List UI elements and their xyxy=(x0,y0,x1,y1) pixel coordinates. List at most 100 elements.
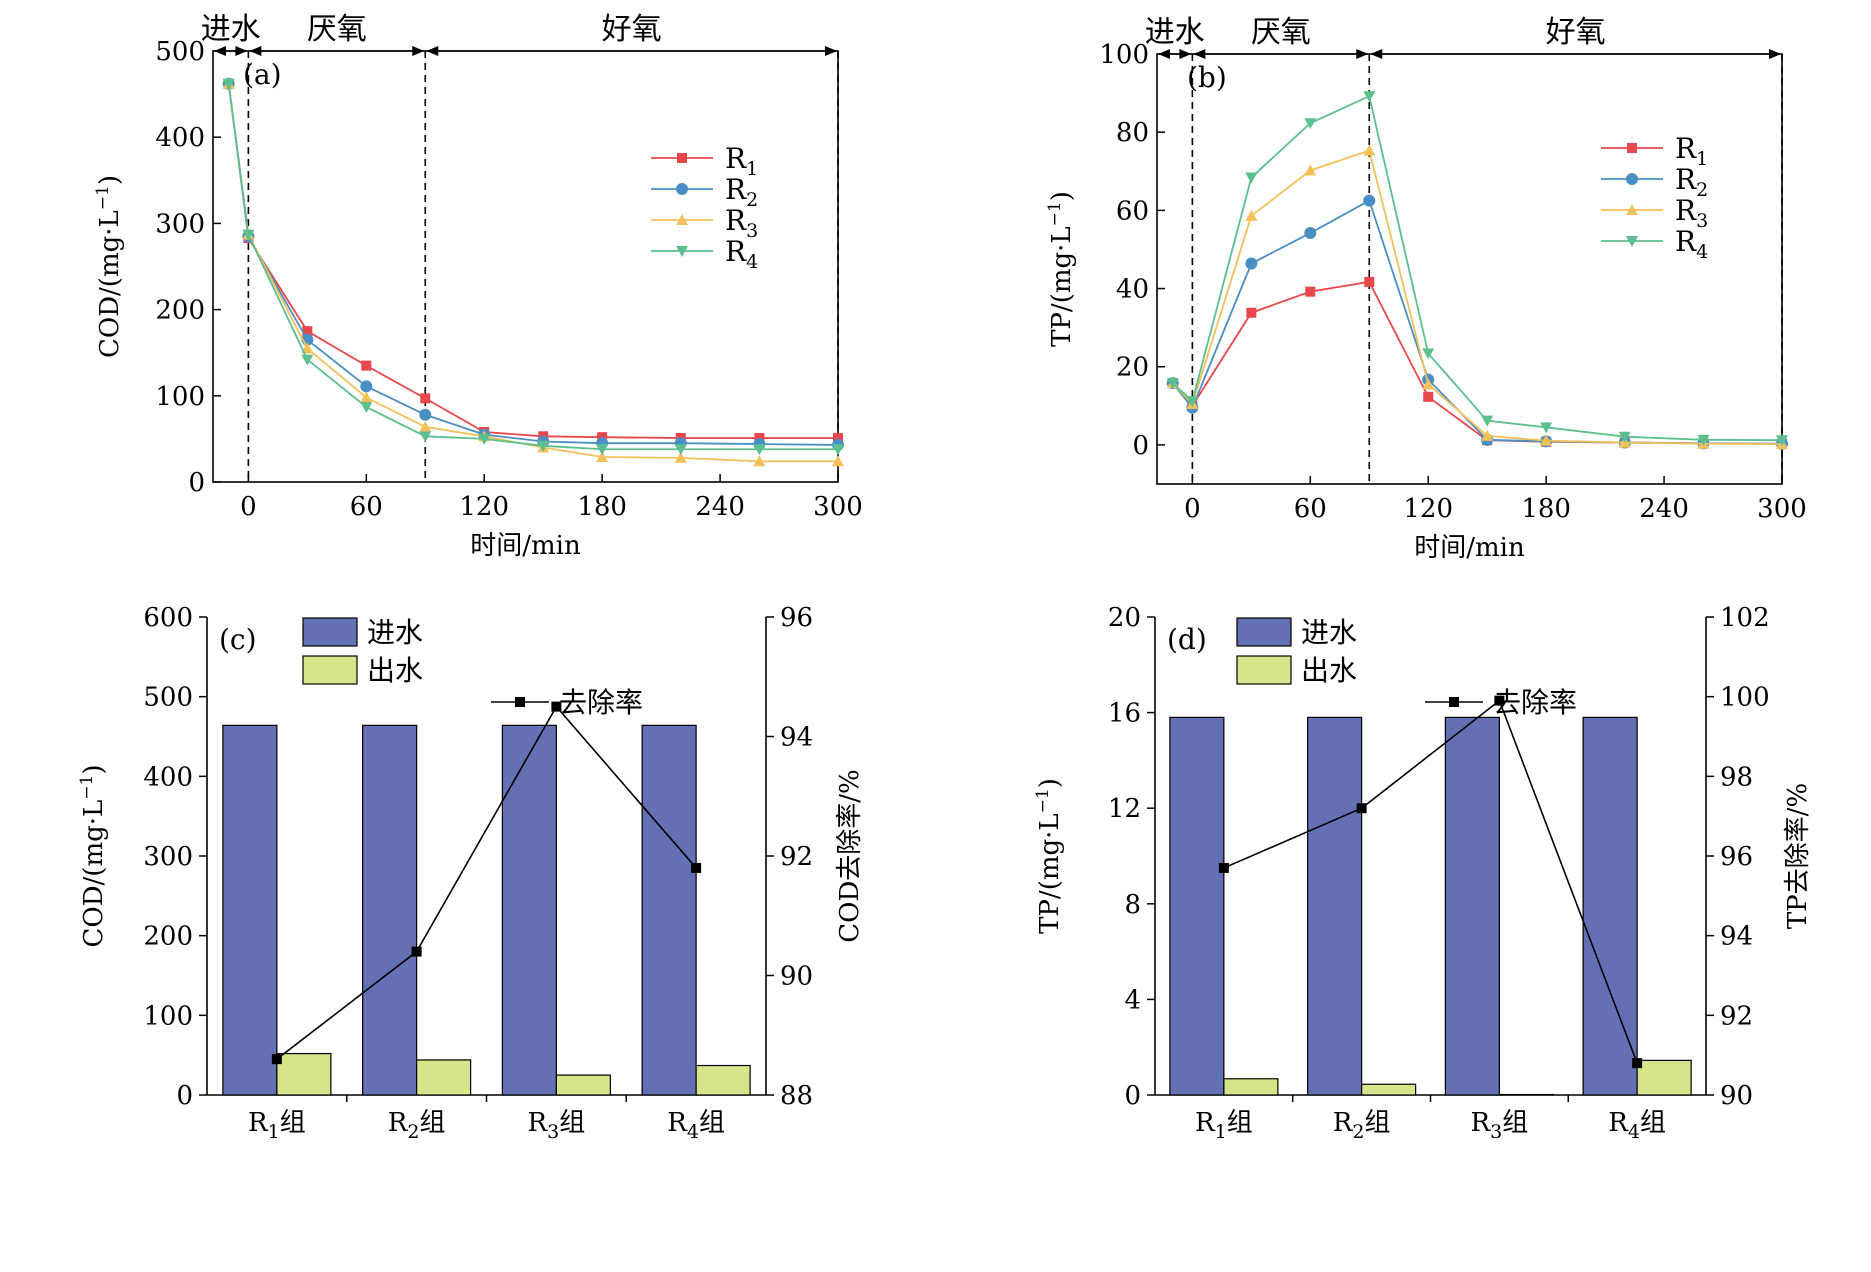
y-tick-label: 500 xyxy=(143,683,193,713)
y2-tick-label: 92 xyxy=(780,842,813,872)
y-tick-label: 12 xyxy=(1108,794,1141,824)
y2-tick-label: 94 xyxy=(1720,922,1753,952)
y-axis-title: TP/(mg·L−1) xyxy=(1033,778,1065,934)
chart-c: 0 100 200 300 400 500 600 88 90 92 94 96 R1组 R2组 R3组 R4… xyxy=(77,603,865,1143)
legend-swatch xyxy=(1237,618,1291,646)
y-tick-label: 8 xyxy=(1124,890,1141,920)
chart-a: 01002003004005000 60 120 180 240 300进水 厌氧 好氧(a)… xyxy=(93,12,863,561)
chart-d: 0 4 8 12 16 20 90 92 94 96 98 100 102 R1组 R2组 R3组 R4组 (d)… xyxy=(1033,603,1813,1143)
phase-arrowhead xyxy=(412,46,424,56)
panel-label: (a) xyxy=(243,58,282,91)
removal-rate-point xyxy=(691,863,701,873)
y-tick-label: 4 xyxy=(1124,985,1141,1015)
y-tick-label: 60 xyxy=(1116,196,1149,226)
y2-axis-title: COD去除率/% xyxy=(835,769,865,943)
panel-label: (d) xyxy=(1167,623,1207,656)
panel-label: (b) xyxy=(1187,61,1227,94)
phase-label: 厌氧 xyxy=(307,12,367,47)
legend-swatch xyxy=(303,656,357,684)
data-point-R1 xyxy=(1246,308,1256,318)
y-axis-title: COD/(mg·L−1) xyxy=(77,764,109,947)
phase-label: 好氧 xyxy=(602,12,662,47)
removal-rate-line xyxy=(277,707,696,1060)
y-tick-label: 20 xyxy=(1116,353,1149,383)
legend-marker xyxy=(677,153,687,163)
bar-influent xyxy=(363,725,417,1095)
phase-arrowhead xyxy=(1179,49,1191,59)
y2-tick-label: 90 xyxy=(1720,1081,1753,1111)
data-point-R1 xyxy=(420,393,430,403)
legend-swatch xyxy=(303,618,357,646)
bar-influent xyxy=(502,725,556,1095)
legend-label: 去除率 xyxy=(1493,686,1577,719)
y-tick-label: 500 xyxy=(155,37,205,67)
y2-tick-label: 100 xyxy=(1720,683,1770,713)
x-tick-label: 180 xyxy=(1521,494,1571,524)
y2-tick-label: 102 xyxy=(1720,603,1770,633)
y-axis-title: TP/(mg·L−1) xyxy=(1045,191,1077,347)
bar-influent xyxy=(642,725,696,1095)
legend-swatch xyxy=(1237,656,1291,684)
y2-tick-label: 92 xyxy=(1720,1001,1753,1031)
y2-tick-label: 88 xyxy=(780,1081,813,1111)
x-tick-label: R1组 xyxy=(1195,1108,1253,1143)
x-tick-label: R3组 xyxy=(528,1108,586,1143)
y-tick-label: 400 xyxy=(143,762,193,792)
data-point-R2 xyxy=(1245,258,1257,270)
y-tick-label: 20 xyxy=(1108,603,1141,633)
y-tick-label: 600 xyxy=(143,603,193,633)
x-tick-label: R4组 xyxy=(667,1108,725,1143)
y-tick-label: 100 xyxy=(143,1001,193,1031)
y-tick-label: 100 xyxy=(1099,40,1149,70)
x-tick-label: R1组 xyxy=(248,1108,306,1143)
bar-effluent xyxy=(1362,1084,1416,1095)
x-axis-title: 时间/min xyxy=(470,531,581,561)
data-point-R1 xyxy=(361,361,371,371)
y-tick-label: 16 xyxy=(1108,699,1141,729)
x-tick-label: R2组 xyxy=(1333,1108,1391,1143)
bar-influent xyxy=(1308,717,1362,1095)
removal-rate-point xyxy=(1219,863,1229,873)
figure: 01002003004005000 60 120 180 240 300进水 厌氧 好氧(a)… xyxy=(0,0,1871,1272)
x-tick-label: 300 xyxy=(1757,494,1807,524)
legend-label: 进水 xyxy=(1301,616,1357,649)
y-tick-label: 100 xyxy=(155,382,205,412)
phase-arrowhead xyxy=(1769,49,1781,59)
legend-label: 进水 xyxy=(367,616,423,649)
y2-tick-label: 98 xyxy=(1720,762,1753,792)
bar-effluent xyxy=(1224,1079,1278,1095)
data-point-R2 xyxy=(1304,227,1316,239)
bar-effluent xyxy=(556,1075,610,1095)
x-tick-label: 300 xyxy=(813,492,863,522)
y-tick-label: 0 xyxy=(1132,431,1149,461)
y-tick-label: 0 xyxy=(176,1081,193,1111)
y2-tick-label: 90 xyxy=(780,962,813,992)
data-point-R2 xyxy=(419,409,431,421)
data-point-R3 xyxy=(1363,145,1375,156)
x-tick-label: 120 xyxy=(1403,494,1453,524)
x-tick-label: R3组 xyxy=(1471,1108,1529,1143)
data-point-R1 xyxy=(1423,392,1433,402)
y-tick-label: 300 xyxy=(155,209,205,239)
phase-label: 好氧 xyxy=(1546,15,1606,50)
panel-label: (c) xyxy=(219,623,257,656)
x-tick-label: 180 xyxy=(577,492,627,522)
phase-arrowhead xyxy=(214,46,226,56)
x-tick-label: R2组 xyxy=(388,1108,446,1143)
phase-arrowhead xyxy=(426,46,438,56)
y-tick-label: 0 xyxy=(188,468,205,498)
phase-label: 厌氧 xyxy=(1251,15,1311,50)
legend-marker xyxy=(676,183,688,195)
legend-marker xyxy=(1627,143,1637,153)
bar-effluent xyxy=(277,1054,331,1095)
bar-influent xyxy=(223,725,277,1095)
bar-influent xyxy=(1170,717,1224,1095)
y-tick-label: 300 xyxy=(143,842,193,872)
bar-effluent xyxy=(1637,1060,1691,1095)
data-point-R1 xyxy=(1305,287,1315,297)
data-point-R4 xyxy=(360,402,372,413)
legend-label: 出水 xyxy=(367,654,423,687)
phase-label: 进水 xyxy=(1145,15,1205,50)
legend-label: 去除率 xyxy=(559,686,643,719)
y-tick-label: 40 xyxy=(1116,275,1149,305)
